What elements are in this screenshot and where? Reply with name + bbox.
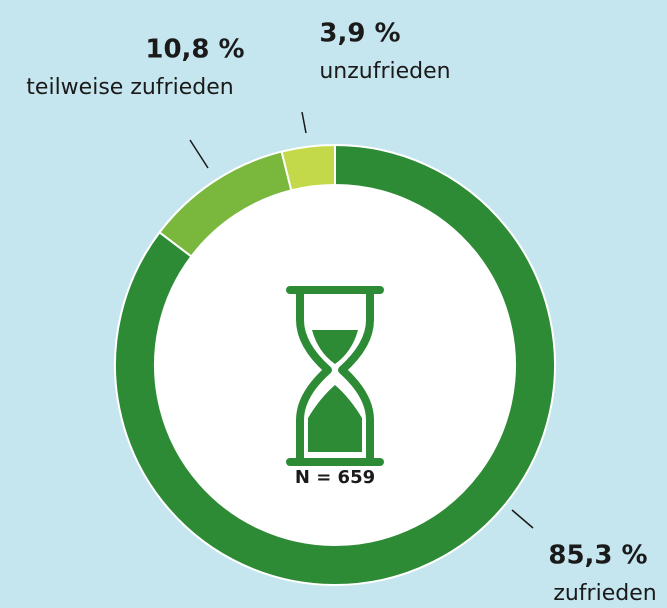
donut-segment: [280, 143, 336, 192]
leader-lines: [189, 111, 534, 529]
center-label: N = 659: [295, 467, 375, 488]
category-label: teilweise zufrieden: [26, 75, 233, 100]
category-label: zufrieden: [553, 581, 656, 606]
category-label: unzufrieden: [319, 59, 450, 84]
hourglass-sand-bottom: [308, 385, 362, 452]
hourglass-icon: [286, 286, 384, 466]
donut-hole: [155, 185, 515, 545]
value-label: 85,3 %: [548, 541, 647, 571]
value-label: 10,8 %: [145, 35, 244, 65]
hourglass-sand-top: [312, 330, 358, 364]
value-label: 3,9 %: [319, 19, 400, 49]
